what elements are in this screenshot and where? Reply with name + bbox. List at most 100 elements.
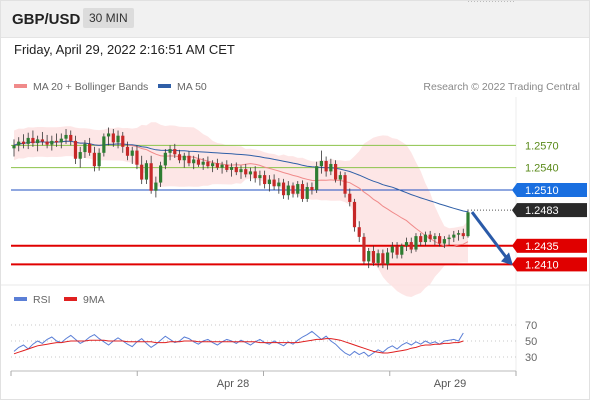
support-level-label: 1.2435 <box>525 241 559 253</box>
candle-body <box>404 242 409 246</box>
candle-body <box>400 245 404 255</box>
legend-9ma-label: 9MA <box>83 294 105 306</box>
candle-body <box>414 236 418 250</box>
candle-body <box>272 179 276 187</box>
candle-body <box>253 171 257 179</box>
candle-body <box>130 150 134 156</box>
candle-body <box>50 140 54 145</box>
candle-body <box>40 139 44 142</box>
candle-body <box>348 193 352 202</box>
candle-body <box>36 139 40 144</box>
candle-body <box>21 141 26 144</box>
projection-arrow <box>470 211 509 260</box>
candle-body <box>206 161 210 167</box>
timeframe-button[interactable]: 30 MIN <box>83 8 134 28</box>
candle-body <box>83 143 87 153</box>
candle-body <box>140 164 144 180</box>
candle-body <box>78 152 82 159</box>
candle-body <box>286 185 290 196</box>
candle-body <box>192 159 196 164</box>
candle-body <box>149 163 153 191</box>
candle-body <box>367 251 371 262</box>
candle-body <box>125 146 130 156</box>
candle-body <box>69 134 73 141</box>
support-level-tag-pointer <box>512 238 517 253</box>
candle-body <box>395 246 399 255</box>
candle-body <box>263 175 267 185</box>
candle-body <box>315 166 319 190</box>
candle-body <box>73 140 78 159</box>
resistance-level-label: 1.2540 <box>525 163 559 175</box>
candle-body <box>196 159 201 165</box>
candle-body <box>201 161 205 165</box>
candle-body <box>409 242 413 250</box>
projection-arrow-head <box>501 252 513 266</box>
candle-body <box>248 171 253 175</box>
bollinger-band <box>14 122 468 297</box>
pivot-level-label: 1.2510 <box>525 185 559 197</box>
candle-body <box>45 141 49 145</box>
support-level-tag <box>517 238 587 253</box>
candle-body <box>177 154 182 161</box>
candle-body <box>154 182 158 191</box>
candle-body <box>333 163 338 180</box>
candle-body <box>225 164 229 170</box>
candle-body <box>428 234 432 240</box>
rsi-9ma-line <box>13 338 464 355</box>
candle-body <box>371 251 376 263</box>
support-level-tag-pointer <box>512 257 517 272</box>
x-tick-label: Apr 28 <box>217 378 249 390</box>
candle-body <box>376 253 380 263</box>
candle-body <box>135 150 139 165</box>
candle-body <box>442 239 446 244</box>
candle-body <box>97 152 101 167</box>
candle-body <box>357 227 361 237</box>
rsi-tick-label: 50 <box>525 336 537 348</box>
candle-body <box>168 149 172 153</box>
candle-body <box>381 253 385 265</box>
candle-body <box>296 184 300 194</box>
rsi-tick-label: 70 <box>525 320 537 332</box>
candle-body <box>267 179 271 185</box>
rsi-line <box>13 330 464 357</box>
candle-body <box>111 133 115 143</box>
timestamp: Friday, April 29, 2022 2:16:51 AM CET <box>14 42 235 57</box>
candle-body <box>452 234 456 238</box>
candles-group <box>12 127 470 270</box>
candle-body <box>26 137 30 144</box>
candle-body <box>102 136 106 153</box>
candle-body <box>305 187 309 199</box>
candle-body <box>215 163 219 168</box>
legend-rsi: RSI <box>14 294 51 306</box>
candle-body <box>433 236 437 240</box>
candle-body <box>244 169 248 175</box>
candle-body <box>300 184 305 199</box>
ma50-swatch <box>158 84 171 89</box>
candle-body <box>324 160 328 172</box>
candle-body <box>329 163 333 172</box>
current-price-tag-pointer <box>512 203 517 218</box>
candle-body <box>423 234 428 243</box>
candle-body <box>352 201 357 228</box>
candle-body <box>54 140 59 143</box>
candle-body <box>173 149 177 155</box>
pivot-level-tag <box>517 183 587 197</box>
ma9-swatch <box>64 297 77 302</box>
candle-body <box>438 236 442 244</box>
candle-body <box>159 165 163 183</box>
legend-ma50: MA 50 <box>158 81 207 93</box>
candle-body <box>390 246 394 253</box>
candle-body <box>182 155 186 161</box>
support-level-tag <box>517 257 587 272</box>
candle-body <box>211 163 215 167</box>
pivot-level-tag-pointer <box>512 183 517 197</box>
candle-body <box>291 185 295 194</box>
legend-ma20: MA 20 + Bollinger Bands <box>14 81 148 93</box>
candle-body <box>31 137 35 144</box>
legend-rsi-label: RSI <box>33 294 51 306</box>
candle-body <box>362 236 366 262</box>
legend-9ma: 9MA <box>64 294 105 306</box>
legend-ma50-label: MA 50 <box>177 81 207 93</box>
support-level-label: 1.2410 <box>525 259 559 271</box>
